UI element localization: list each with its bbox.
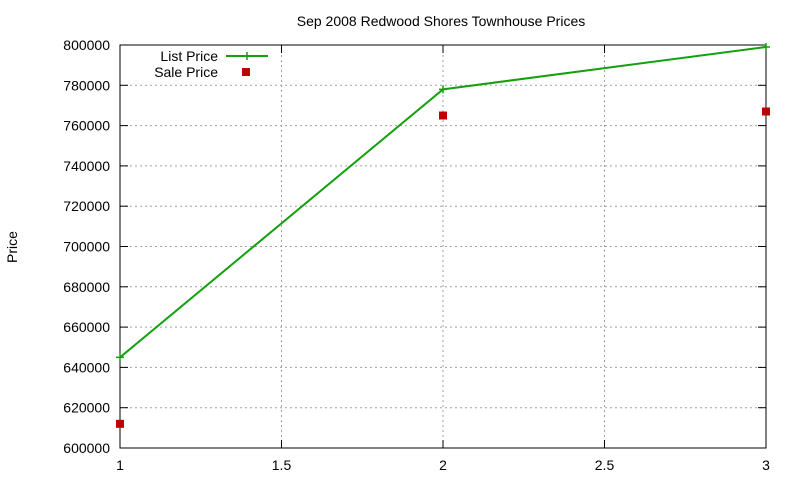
x-tick-label: 1.5 xyxy=(272,457,292,473)
y-tick-label: 740000 xyxy=(63,158,110,174)
sale-price-point xyxy=(762,107,770,116)
y-tick-label: 680000 xyxy=(63,279,110,295)
grid-lines xyxy=(120,45,766,448)
list-price-point xyxy=(762,43,770,52)
x-tick-label: 2.5 xyxy=(595,457,615,473)
data-series xyxy=(116,43,770,428)
y-tick-label: 640000 xyxy=(63,359,110,375)
legend-marker-square xyxy=(242,68,250,76)
chart-title: Sep 2008 Redwood Shores Townhouse Prices xyxy=(297,13,585,29)
y-axis-label: Price xyxy=(4,231,20,263)
sale-price-series xyxy=(116,107,770,428)
x-tick-label: 1 xyxy=(116,457,124,473)
list-price-point xyxy=(116,353,124,362)
list-price-point xyxy=(439,85,447,94)
sale-price-point xyxy=(439,111,447,120)
x-tick-label: 3 xyxy=(762,457,770,473)
y-tick-label: 700000 xyxy=(63,239,110,255)
y-tick-label: 620000 xyxy=(63,400,110,416)
legend-label: Sale Price xyxy=(154,64,218,80)
y-tick-label: 800000 xyxy=(63,37,110,53)
axis-ticks: 600000 620000 640000 660000 680000 700000 7200… xyxy=(63,37,770,473)
y-tick-label: 780000 xyxy=(63,77,110,93)
sale-price-point xyxy=(116,419,124,428)
legend-entry-list-price: List Price xyxy=(160,48,268,64)
y-tick-label: 720000 xyxy=(63,198,110,214)
y-tick-label: 760000 xyxy=(63,118,110,134)
y-tick-label: 660000 xyxy=(63,319,110,335)
legend-marker-plus xyxy=(243,52,251,60)
list-price-series xyxy=(116,43,770,362)
y-tick-label: 600000 xyxy=(63,440,110,456)
legend-label: List Price xyxy=(160,48,218,64)
legend-entry-sale-price: Sale Price xyxy=(154,64,250,80)
x-tick-label: 2 xyxy=(439,457,447,473)
